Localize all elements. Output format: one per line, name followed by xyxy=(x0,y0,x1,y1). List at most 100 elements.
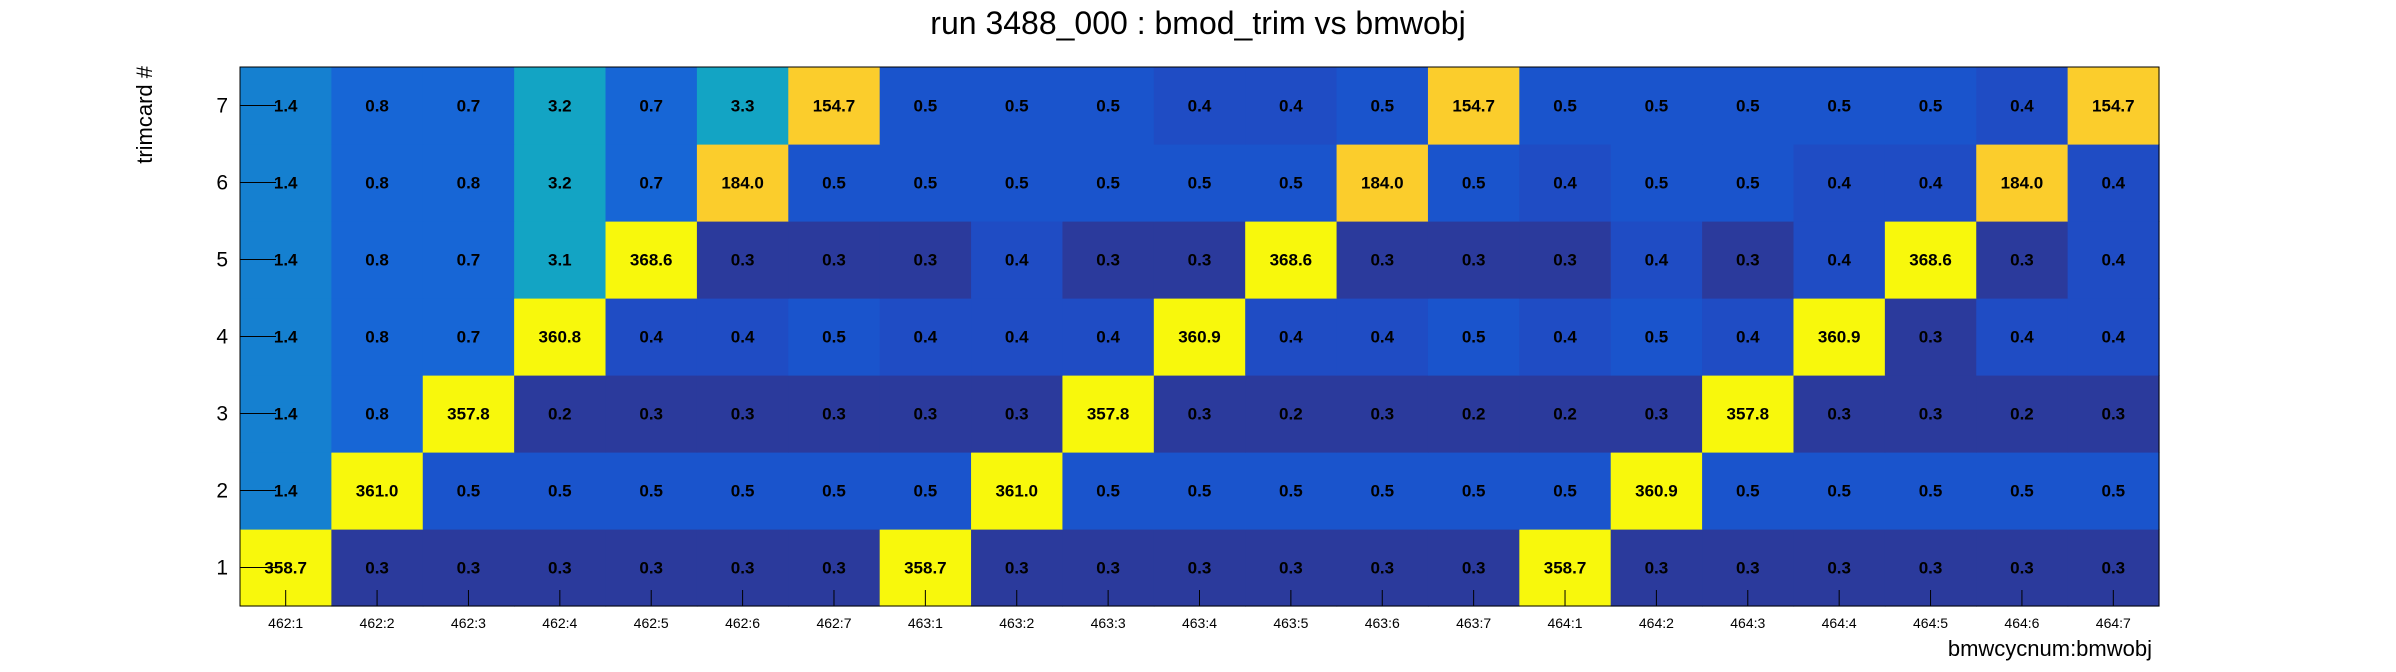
x-axis-title: bmwcycnum:bmwobj xyxy=(1948,636,2152,661)
heatmap-cell xyxy=(1610,221,1703,299)
cell-value-label: 368.6 xyxy=(1909,251,1952,270)
heatmap-cell xyxy=(1702,452,1795,530)
cell-value-label: 0.5 xyxy=(1370,482,1394,501)
heatmap-cell xyxy=(2067,452,2160,530)
cell-value-label: 0.5 xyxy=(1736,482,1760,501)
cell-value-label: 0.3 xyxy=(2010,559,2034,578)
heatmap-cell xyxy=(1702,144,1795,222)
cell-value-label: 0.4 xyxy=(1919,174,1943,193)
cell-value-label: 0.4 xyxy=(639,328,663,347)
heatmap-cell xyxy=(1702,67,1795,145)
cell-value-label: 0.3 xyxy=(548,559,572,578)
cell-value-label: 360.9 xyxy=(1818,328,1861,347)
cell-value-label: 0.3 xyxy=(639,559,663,578)
heatmap-cell xyxy=(1519,298,1612,376)
y-tick-label: 5 xyxy=(216,249,228,272)
cell-value-label: 0.8 xyxy=(365,328,389,347)
cell-value-label: 0.7 xyxy=(457,328,481,347)
heatmap-cell xyxy=(1062,67,1155,145)
heatmap-cell xyxy=(1702,375,1795,453)
cell-value-label: 0.5 xyxy=(2010,482,2034,501)
heatmap-cell xyxy=(1062,452,1155,530)
x-tick-label: 463:6 xyxy=(1365,615,1400,631)
heatmap-cell xyxy=(1427,452,1520,530)
cell-value-label: 154.7 xyxy=(1452,97,1495,116)
cell-value-label: 358.7 xyxy=(1544,559,1587,578)
cell-value-label: 0.4 xyxy=(1827,251,1851,270)
cell-value-label: 1.4 xyxy=(274,251,298,270)
heatmap-cell xyxy=(1336,375,1429,453)
y-tick-label: 3 xyxy=(216,403,228,426)
heatmap-cell xyxy=(879,298,972,376)
cell-value-label: 357.8 xyxy=(447,405,490,424)
heatmap-cell xyxy=(422,298,515,376)
cell-value-label: 0.3 xyxy=(1096,559,1120,578)
heatmap-cell xyxy=(1062,221,1155,299)
cell-value-label: 0.3 xyxy=(365,559,389,578)
heatmap-cell xyxy=(331,375,424,453)
cell-value-label: 357.8 xyxy=(1727,405,1770,424)
cell-value-label: 0.4 xyxy=(2101,251,2125,270)
heatmap-cell xyxy=(1153,452,1246,530)
heatmap-cell xyxy=(1336,67,1429,145)
heatmap-cell xyxy=(1153,298,1246,376)
cell-value-label: 3.2 xyxy=(548,174,572,193)
heatmap-cell xyxy=(788,298,881,376)
cell-value-label: 0.5 xyxy=(1827,97,1851,116)
cell-value-label: 0.3 xyxy=(2101,405,2125,424)
heatmap-cell xyxy=(1336,221,1429,299)
y-tick-label: 2 xyxy=(216,480,228,503)
heatmap-cell xyxy=(1884,144,1977,222)
cell-value-label: 0.3 xyxy=(822,559,846,578)
cell-value-label: 0.3 xyxy=(914,405,938,424)
cell-value-label: 0.4 xyxy=(1553,174,1577,193)
cell-value-label: 0.3 xyxy=(1462,559,1486,578)
heatmap-cell xyxy=(1427,221,1520,299)
cell-value-label: 0.3 xyxy=(1370,559,1394,578)
x-tick-label: 462:6 xyxy=(725,615,760,631)
cell-value-label: 361.0 xyxy=(356,482,399,501)
cell-value-label: 0.5 xyxy=(1188,174,1212,193)
heatmap-cell xyxy=(971,375,1064,453)
heatmap-cell xyxy=(514,67,607,145)
cell-value-label: 0.5 xyxy=(1645,328,1669,347)
heatmap-cell xyxy=(2067,67,2160,145)
heatmap-cell xyxy=(1153,67,1246,145)
heatmap-cell xyxy=(1884,375,1977,453)
heatmap-cell xyxy=(971,298,1064,376)
y-tick-label: 1 xyxy=(216,557,228,580)
heatmap-cell xyxy=(788,144,881,222)
cell-value-label: 0.3 xyxy=(1827,559,1851,578)
cell-value-label: 0.7 xyxy=(639,97,663,116)
heatmap-cell xyxy=(1702,221,1795,299)
heatmap-cell xyxy=(331,298,424,376)
x-tick-label: 464:3 xyxy=(1730,615,1765,631)
heatmap-cell xyxy=(1884,298,1977,376)
cell-value-label: 3.1 xyxy=(548,251,572,270)
heatmap-cell xyxy=(1976,452,2069,530)
cell-value-label: 0.3 xyxy=(1919,328,1943,347)
cell-value-label: 0.8 xyxy=(457,174,481,193)
cell-value-label: 0.5 xyxy=(1736,97,1760,116)
cell-value-label: 0.3 xyxy=(1096,251,1120,270)
heatmap-cell xyxy=(1153,375,1246,453)
y-tick-label: 6 xyxy=(216,172,228,195)
heatmap-cell xyxy=(1884,221,1977,299)
x-tick-label: 463:2 xyxy=(999,615,1034,631)
x-tick-label: 464:2 xyxy=(1639,615,1674,631)
cell-value-label: 0.5 xyxy=(1096,482,1120,501)
cell-value-label: 0.5 xyxy=(914,97,938,116)
cell-value-label: 0.7 xyxy=(457,251,481,270)
heatmap-cell xyxy=(1245,221,1338,299)
heatmap-cell xyxy=(1610,144,1703,222)
cell-value-label: 0.8 xyxy=(365,251,389,270)
cell-value-label: 0.3 xyxy=(1645,405,1669,424)
cell-value-label: 1.4 xyxy=(274,405,298,424)
x-tick-label: 464:4 xyxy=(1822,615,1857,631)
cell-value-label: 0.2 xyxy=(548,405,572,424)
cell-value-label: 0.3 xyxy=(457,559,481,578)
heatmap-cell xyxy=(1245,298,1338,376)
heatmap-cell xyxy=(1336,452,1429,530)
heatmap-cell xyxy=(879,144,972,222)
